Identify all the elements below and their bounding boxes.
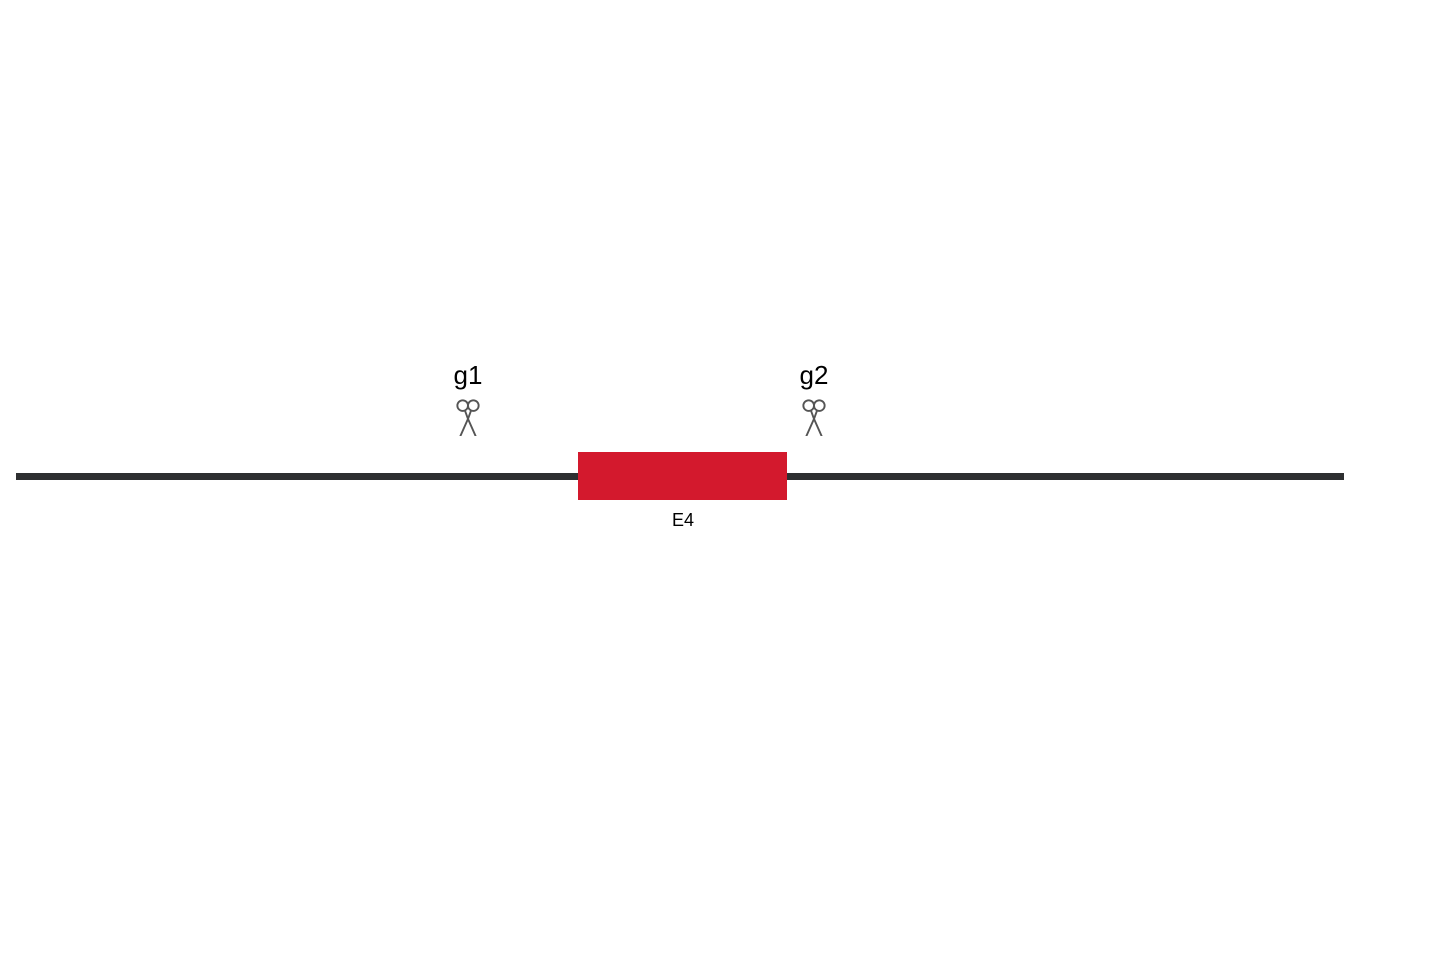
scissors-icon-g2: [795, 398, 833, 441]
cut-label-g2: g2: [800, 360, 829, 391]
exon-label: E4: [672, 510, 694, 531]
exon-box: [578, 452, 787, 500]
scissors-icon-g1: [449, 398, 487, 441]
genome-line-right: [787, 473, 1344, 480]
cut-label-g1: g1: [454, 360, 483, 391]
genome-line-left: [16, 473, 578, 480]
